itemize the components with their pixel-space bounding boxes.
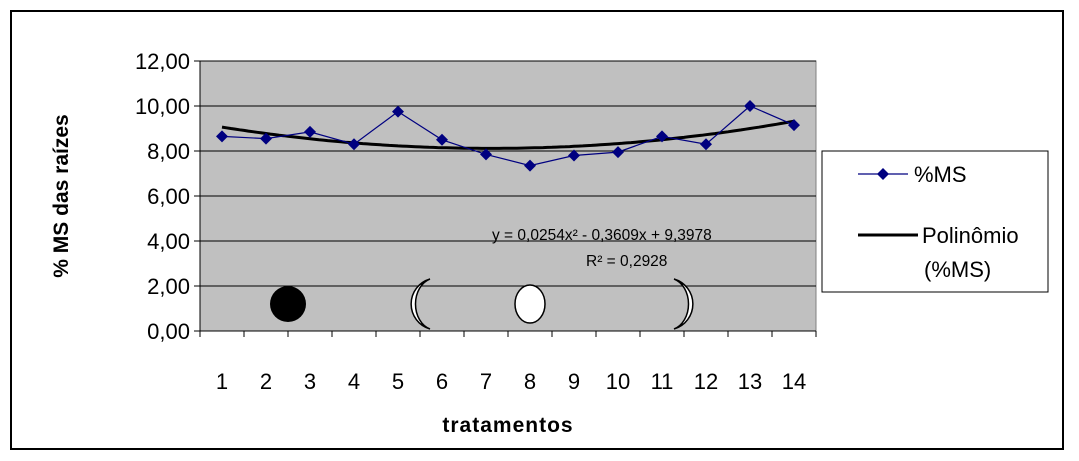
x-tick-label: 6	[436, 369, 448, 394]
data-point	[260, 132, 272, 145]
x-tick-label: 1	[216, 369, 228, 394]
y-tick-label: 4,00	[147, 229, 190, 254]
legend-trend-label-1: Polinômio	[922, 223, 1019, 248]
legend-ms-label: %MS	[914, 162, 967, 187]
x-tick-label: 3	[304, 369, 316, 394]
trend-equation: y = 0,0254x² - 0,3609x + 9,3978	[492, 227, 712, 244]
x-tick-label: 5	[392, 369, 404, 394]
y-tick-label: 2,00	[147, 274, 190, 299]
moon-new	[270, 286, 306, 322]
moon-phases	[270, 278, 694, 330]
x-axis: 1 2 3 4 5 6 7 8 9 10 11 12 13 14	[199, 330, 817, 394]
x-tick-label: 4	[348, 369, 360, 394]
y-axis: 0,00 2,00 4,00 6,00 8,00 10,00 12,00	[135, 49, 201, 344]
x-tick-label: 14	[782, 369, 806, 394]
y-tick-label: 10,00	[135, 94, 190, 119]
series-markers	[216, 100, 800, 172]
moon-crescent	[410, 278, 431, 330]
legend: %MS Polinômio (%MS)	[821, 150, 1049, 293]
moon-waning	[673, 278, 694, 330]
x-tick-label: 9	[568, 369, 580, 394]
data-point	[348, 138, 360, 151]
data-point	[216, 130, 228, 143]
x-axis-title: tratamentos	[442, 414, 573, 437]
data-point	[656, 130, 668, 143]
trend-r2: R² = 0,2928	[586, 253, 667, 270]
x-tick-label: 11	[651, 369, 674, 394]
grid-lines	[200, 60, 816, 287]
y-tick-label: 8,00	[147, 139, 190, 164]
x-tick-label: 10	[606, 369, 630, 394]
data-point	[788, 119, 800, 132]
data-point	[436, 133, 448, 146]
data-point	[304, 125, 316, 138]
data-point	[524, 159, 536, 172]
data-point	[744, 100, 756, 112]
legend-trend-label-2: (%MS)	[924, 257, 991, 282]
x-tick-label: 12	[694, 369, 718, 394]
x-tick-label: 13	[738, 369, 762, 394]
series-line-ms	[221, 105, 795, 167]
x-tick-label: 7	[480, 369, 492, 394]
y-tick-label: 12,00	[135, 49, 190, 74]
data-point	[700, 138, 712, 151]
y-axis-title: % MS das raízes	[50, 114, 73, 277]
data-point	[612, 146, 624, 159]
data-point	[392, 105, 404, 118]
legend-ms-marker	[877, 168, 889, 180]
y-tick-label: 6,00	[147, 184, 190, 209]
data-point	[568, 149, 580, 162]
data-point	[480, 148, 492, 161]
moon-full	[514, 284, 546, 324]
x-tick-label: 8	[524, 369, 536, 394]
y-tick-label: 0,00	[147, 319, 190, 344]
x-tick-label: 2	[260, 369, 272, 394]
trendline	[221, 119, 795, 150]
